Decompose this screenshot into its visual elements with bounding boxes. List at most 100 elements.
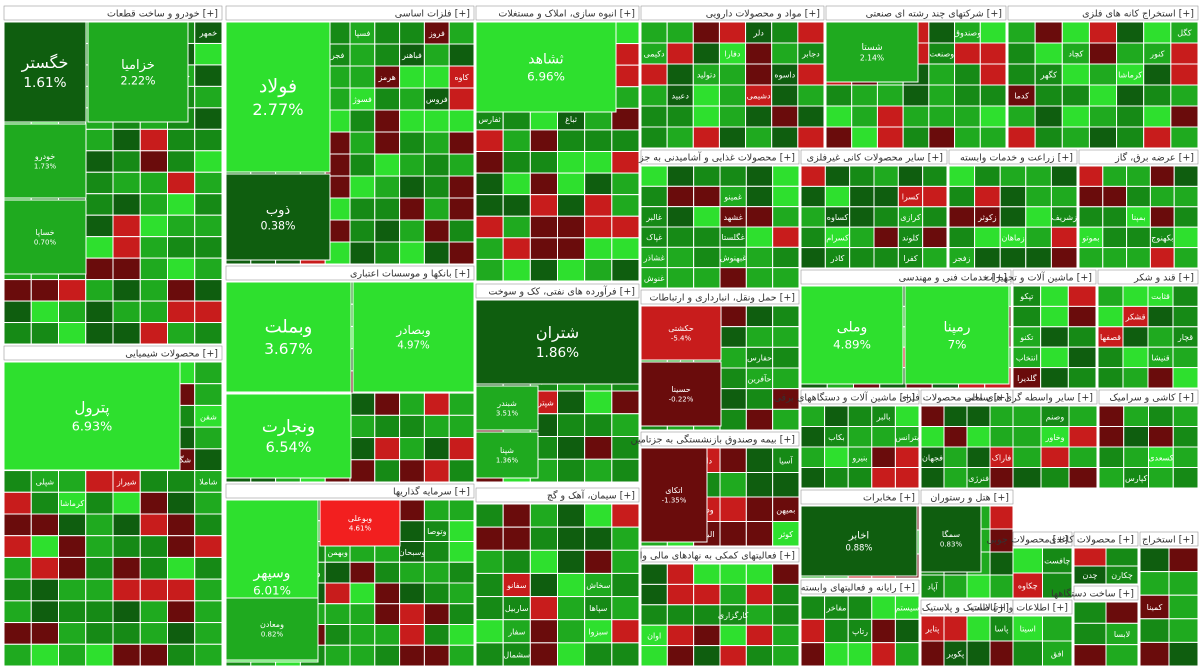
stock-tile[interactable] xyxy=(1061,126,1090,149)
stock-tile[interactable] xyxy=(825,126,853,149)
stock-tile[interactable] xyxy=(3,643,32,667)
stock-tile[interactable] xyxy=(825,21,919,83)
stock-tile[interactable] xyxy=(85,470,114,493)
stock-tile[interactable] xyxy=(475,619,504,644)
stock-tile[interactable] xyxy=(745,624,774,647)
stock-tile[interactable] xyxy=(58,322,87,345)
stock-tile[interactable] xyxy=(1149,247,1175,269)
stock-tile[interactable] xyxy=(1116,84,1145,107)
stock-tile[interactable] xyxy=(1025,206,1052,228)
stock-tile[interactable] xyxy=(167,556,196,580)
stock-tile[interactable] xyxy=(448,520,475,542)
stock-tile[interactable] xyxy=(112,150,141,173)
stock-tile[interactable] xyxy=(1040,346,1069,369)
stock-tile[interactable] xyxy=(423,437,450,461)
stock-tile[interactable] xyxy=(423,219,450,243)
sector[interactable]: زراعت و خدمات وابسته [+] زکوثر زشریف زماهان… xyxy=(948,149,1078,269)
stock-tile[interactable] xyxy=(745,165,774,187)
stock-tile[interactable] xyxy=(772,326,800,348)
stock-tile[interactable] xyxy=(920,405,945,427)
stock-tile[interactable] xyxy=(557,642,586,667)
stock-tile[interactable] xyxy=(1025,247,1052,269)
stock-tile[interactable] xyxy=(966,426,991,448)
stock-tile[interactable] xyxy=(1172,346,1199,369)
stock-tile[interactable] xyxy=(611,215,640,239)
stock-tile[interactable] xyxy=(611,596,640,621)
sector-header[interactable] xyxy=(825,5,1007,21)
stock-tile[interactable] xyxy=(719,408,747,431)
stock-tile[interactable] xyxy=(666,226,695,248)
stock-tile[interactable] xyxy=(448,197,475,221)
stock-tile[interactable] xyxy=(719,563,747,585)
stock-tile[interactable] xyxy=(423,241,450,265)
stock-tile[interactable] xyxy=(58,279,87,302)
stock-tile[interactable] xyxy=(85,578,114,602)
stock-tile[interactable] xyxy=(1068,467,1098,489)
stock-tile[interactable] xyxy=(1073,644,1107,667)
sector[interactable]: عرضه برق، گاز [+] بمپنا بموتو بکهنوج xyxy=(1078,149,1199,269)
sector-header[interactable] xyxy=(800,579,920,595)
stock-tile[interactable] xyxy=(139,622,168,645)
stock-tile[interactable] xyxy=(1034,42,1063,65)
stock-tile[interactable] xyxy=(1122,346,1149,369)
stock-tile[interactable] xyxy=(1143,105,1172,128)
stock-tile[interactable] xyxy=(1126,185,1151,208)
stock-tile[interactable] xyxy=(374,109,401,133)
stock-tile[interactable] xyxy=(557,194,586,217)
stock-tile[interactable] xyxy=(475,172,504,196)
stock-tile[interactable] xyxy=(1168,641,1199,667)
stock-tile[interactable] xyxy=(1116,21,1145,44)
stock-tile[interactable] xyxy=(666,645,695,667)
stock-tile[interactable] xyxy=(979,126,1007,149)
stock-tile[interactable] xyxy=(1078,247,1104,269)
stock-tile[interactable] xyxy=(557,390,586,415)
stock-tile[interactable] xyxy=(423,561,450,584)
stock-tile[interactable] xyxy=(1116,126,1145,149)
stock-tile[interactable] xyxy=(194,193,223,216)
stock-tile[interactable] xyxy=(824,467,849,489)
stock-tile[interactable] xyxy=(194,279,223,302)
stock-tile[interactable] xyxy=(349,197,376,221)
stock-tile[interactable] xyxy=(1097,367,1124,389)
stock-tile[interactable] xyxy=(194,236,223,259)
stock-tile[interactable] xyxy=(719,624,747,647)
stock-tile[interactable] xyxy=(1170,84,1199,107)
stock-tile[interactable] xyxy=(30,556,59,580)
sector-header[interactable] xyxy=(1007,5,1199,21)
stock-tile[interactable] xyxy=(894,618,920,644)
stock-tile[interactable] xyxy=(3,300,32,324)
stock-tile[interactable] xyxy=(448,499,475,522)
stock-tile[interactable] xyxy=(475,431,539,479)
sector[interactable]: محصولات چوبی [+] چکاوه چافست xyxy=(987,531,1073,599)
stock-tile[interactable] xyxy=(1105,565,1139,585)
stock-tile[interactable] xyxy=(194,171,223,195)
stock-tile[interactable] xyxy=(876,105,904,128)
stock-tile[interactable] xyxy=(1148,467,1174,489)
stock-tile[interactable] xyxy=(423,109,450,133)
stock-tile[interactable] xyxy=(797,63,825,86)
stock-tile[interactable] xyxy=(85,622,114,645)
stock-tile[interactable] xyxy=(349,219,376,243)
stock-tile[interactable] xyxy=(85,322,114,345)
stock-tile[interactable] xyxy=(902,84,930,107)
sector-header[interactable] xyxy=(920,489,1014,505)
stock-tile[interactable] xyxy=(693,563,721,585)
stock-tile[interactable] xyxy=(772,367,800,390)
stock-tile[interactable] xyxy=(611,642,640,667)
stock-tile[interactable] xyxy=(30,491,59,515)
stock-tile[interactable] xyxy=(349,43,376,67)
sector[interactable]: ماشین آلات و دستگاههای برقی [+] بالبر بکاب… xyxy=(774,389,920,489)
stock-tile[interactable] xyxy=(824,185,851,208)
stock-tile[interactable] xyxy=(849,206,875,228)
stock-tile[interactable] xyxy=(999,206,1027,228)
stock-tile[interactable] xyxy=(423,624,450,646)
sector-header[interactable] xyxy=(640,289,800,305)
stock-tile[interactable] xyxy=(30,300,59,324)
stock-tile[interactable] xyxy=(194,128,223,152)
stock-tile[interactable] xyxy=(1102,226,1128,249)
stock-tile[interactable] xyxy=(1126,226,1151,249)
stock-tile[interactable] xyxy=(1067,367,1097,389)
stock-tile[interactable] xyxy=(772,305,800,328)
sector-header[interactable] xyxy=(3,345,223,361)
stock-tile[interactable] xyxy=(112,622,141,645)
